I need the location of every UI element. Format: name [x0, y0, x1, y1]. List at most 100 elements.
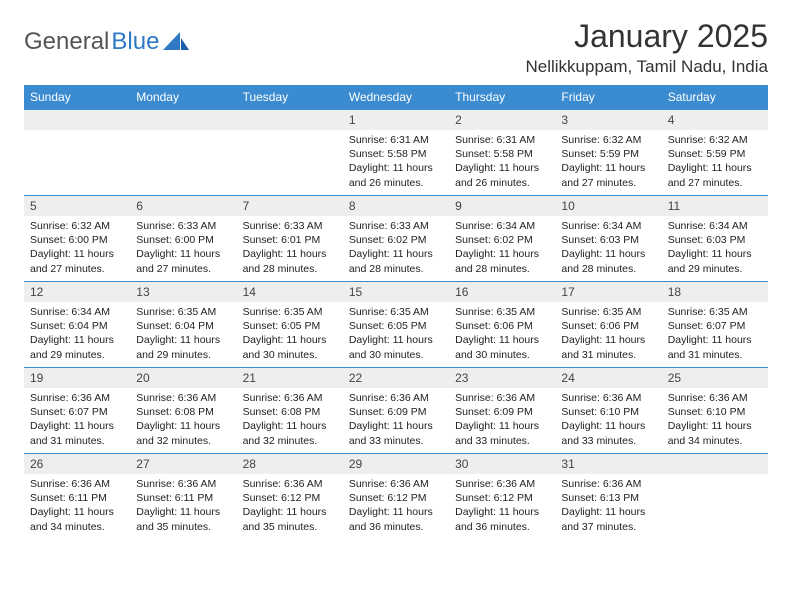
- sunrise-text: Sunrise: 6:34 AM: [561, 219, 655, 233]
- day-info: Sunrise: 6:36 AMSunset: 6:11 PMDaylight:…: [130, 474, 236, 538]
- calendar-day-cell: 5Sunrise: 6:32 AMSunset: 6:00 PMDaylight…: [24, 196, 130, 282]
- day-info: Sunrise: 6:35 AMSunset: 6:05 PMDaylight:…: [343, 302, 449, 366]
- calendar-day-cell: 21Sunrise: 6:36 AMSunset: 6:08 PMDayligh…: [237, 368, 343, 454]
- daylight-text: Daylight: 11 hours: [136, 247, 230, 261]
- day-number: 27: [130, 454, 236, 474]
- daylight-text: Daylight: 11 hours: [243, 419, 337, 433]
- day-number: 17: [555, 282, 661, 302]
- sunset-text: Sunset: 6:08 PM: [136, 405, 230, 419]
- sunset-text: Sunset: 5:59 PM: [668, 147, 762, 161]
- daylight-text: and 31 minutes.: [30, 434, 124, 448]
- weekday-header: Monday: [130, 85, 236, 110]
- calendar-header-row: SundayMondayTuesdayWednesdayThursdayFrid…: [24, 85, 768, 110]
- logo-text-general: General: [24, 28, 109, 56]
- calendar-day-cell: [130, 110, 236, 196]
- daylight-text: Daylight: 11 hours: [243, 505, 337, 519]
- daylight-text: Daylight: 11 hours: [561, 333, 655, 347]
- day-number: 4: [662, 110, 768, 130]
- daylight-text: Daylight: 11 hours: [349, 419, 443, 433]
- calendar-day-cell: 17Sunrise: 6:35 AMSunset: 6:06 PMDayligh…: [555, 282, 661, 368]
- daylight-text: and 33 minutes.: [561, 434, 655, 448]
- location: Nellikkuppam, Tamil Nadu, India: [525, 57, 768, 77]
- day-info: Sunrise: 6:31 AMSunset: 5:58 PMDaylight:…: [449, 130, 555, 194]
- header: GeneralBlue January 2025 Nellikkuppam, T…: [24, 18, 768, 77]
- sunrise-text: Sunrise: 6:35 AM: [136, 305, 230, 319]
- sunrise-text: Sunrise: 6:35 AM: [668, 305, 762, 319]
- calendar-day-cell: 24Sunrise: 6:36 AMSunset: 6:10 PMDayligh…: [555, 368, 661, 454]
- day-info: Sunrise: 6:34 AMSunset: 6:04 PMDaylight:…: [24, 302, 130, 366]
- daylight-text: Daylight: 11 hours: [349, 505, 443, 519]
- day-number: 20: [130, 368, 236, 388]
- sunrise-text: Sunrise: 6:36 AM: [349, 391, 443, 405]
- day-info: Sunrise: 6:34 AMSunset: 6:03 PMDaylight:…: [662, 216, 768, 280]
- sunset-text: Sunset: 6:07 PM: [668, 319, 762, 333]
- sunset-text: Sunset: 6:04 PM: [136, 319, 230, 333]
- calendar-day-cell: [24, 110, 130, 196]
- calendar-day-cell: 29Sunrise: 6:36 AMSunset: 6:12 PMDayligh…: [343, 454, 449, 540]
- day-info: Sunrise: 6:36 AMSunset: 6:12 PMDaylight:…: [237, 474, 343, 538]
- day-info: Sunrise: 6:33 AMSunset: 6:00 PMDaylight:…: [130, 216, 236, 280]
- sunset-text: Sunset: 6:11 PM: [136, 491, 230, 505]
- sunset-text: Sunset: 6:12 PM: [455, 491, 549, 505]
- calendar-day-cell: 1Sunrise: 6:31 AMSunset: 5:58 PMDaylight…: [343, 110, 449, 196]
- daylight-text: and 26 minutes.: [455, 176, 549, 190]
- day-number: 11: [662, 196, 768, 216]
- calendar-week-row: 5Sunrise: 6:32 AMSunset: 6:00 PMDaylight…: [24, 196, 768, 282]
- daylight-text: and 33 minutes.: [349, 434, 443, 448]
- daylight-text: Daylight: 11 hours: [349, 247, 443, 261]
- logo: GeneralBlue: [24, 28, 189, 56]
- calendar-day-cell: 15Sunrise: 6:35 AMSunset: 6:05 PMDayligh…: [343, 282, 449, 368]
- day-info: Sunrise: 6:36 AMSunset: 6:09 PMDaylight:…: [449, 388, 555, 452]
- day-number: 18: [662, 282, 768, 302]
- sunset-text: Sunset: 6:06 PM: [561, 319, 655, 333]
- daylight-text: and 35 minutes.: [243, 520, 337, 534]
- day-number: 29: [343, 454, 449, 474]
- daylight-text: Daylight: 11 hours: [349, 333, 443, 347]
- sunset-text: Sunset: 6:08 PM: [243, 405, 337, 419]
- day-number: 2: [449, 110, 555, 130]
- calendar-day-cell: 19Sunrise: 6:36 AMSunset: 6:07 PMDayligh…: [24, 368, 130, 454]
- weekday-header: Saturday: [662, 85, 768, 110]
- sunrise-text: Sunrise: 6:31 AM: [349, 133, 443, 147]
- calendar-day-cell: 4Sunrise: 6:32 AMSunset: 5:59 PMDaylight…: [662, 110, 768, 196]
- daylight-text: Daylight: 11 hours: [455, 247, 549, 261]
- day-info: Sunrise: 6:36 AMSunset: 6:13 PMDaylight:…: [555, 474, 661, 538]
- day-info: Sunrise: 6:36 AMSunset: 6:10 PMDaylight:…: [555, 388, 661, 452]
- day-number-empty: [237, 110, 343, 130]
- day-info: Sunrise: 6:32 AMSunset: 5:59 PMDaylight:…: [555, 130, 661, 194]
- sunset-text: Sunset: 5:58 PM: [349, 147, 443, 161]
- sunrise-text: Sunrise: 6:36 AM: [30, 391, 124, 405]
- daylight-text: Daylight: 11 hours: [243, 333, 337, 347]
- sunrise-text: Sunrise: 6:36 AM: [455, 391, 549, 405]
- sunset-text: Sunset: 6:02 PM: [349, 233, 443, 247]
- calendar-day-cell: 30Sunrise: 6:36 AMSunset: 6:12 PMDayligh…: [449, 454, 555, 540]
- daylight-text: and 36 minutes.: [349, 520, 443, 534]
- daylight-text: Daylight: 11 hours: [30, 333, 124, 347]
- day-number: 13: [130, 282, 236, 302]
- calendar-day-cell: 25Sunrise: 6:36 AMSunset: 6:10 PMDayligh…: [662, 368, 768, 454]
- logo-text-blue: Blue: [111, 28, 159, 56]
- calendar-day-cell: 18 Sunrise: 6:35 AMSunset: 6:07 PMDayligh…: [662, 282, 768, 368]
- day-info: Sunrise: 6:36 AMSunset: 6:07 PMDaylight:…: [24, 388, 130, 452]
- calendar-day-cell: 23Sunrise: 6:36 AMSunset: 6:09 PMDayligh…: [449, 368, 555, 454]
- daylight-text: Daylight: 11 hours: [455, 161, 549, 175]
- daylight-text: Daylight: 11 hours: [349, 161, 443, 175]
- calendar-day-cell: 16Sunrise: 6:35 AMSunset: 6:06 PMDayligh…: [449, 282, 555, 368]
- calendar-day-cell: 11Sunrise: 6:34 AMSunset: 6:03 PMDayligh…: [662, 196, 768, 282]
- day-number: 30: [449, 454, 555, 474]
- calendar-week-row: 19Sunrise: 6:36 AMSunset: 6:07 PMDayligh…: [24, 368, 768, 454]
- sunrise-text: Sunrise: 6:33 AM: [243, 219, 337, 233]
- daylight-text: and 29 minutes.: [668, 262, 762, 276]
- daylight-text: and 34 minutes.: [668, 434, 762, 448]
- calendar-day-cell: 14Sunrise: 6:35 AMSunset: 6:05 PMDayligh…: [237, 282, 343, 368]
- sunrise-text: Sunrise: 6:36 AM: [243, 477, 337, 491]
- daylight-text: Daylight: 11 hours: [455, 333, 549, 347]
- daylight-text: and 33 minutes.: [455, 434, 549, 448]
- daylight-text: Daylight: 11 hours: [30, 505, 124, 519]
- sunrise-text: Sunrise: 6:34 AM: [30, 305, 124, 319]
- daylight-text: Daylight: 11 hours: [668, 333, 762, 347]
- calendar-day-cell: 27Sunrise: 6:36 AMSunset: 6:11 PMDayligh…: [130, 454, 236, 540]
- sunset-text: Sunset: 6:13 PM: [561, 491, 655, 505]
- daylight-text: and 34 minutes.: [30, 520, 124, 534]
- calendar-day-cell: 8Sunrise: 6:33 AMSunset: 6:02 PMDaylight…: [343, 196, 449, 282]
